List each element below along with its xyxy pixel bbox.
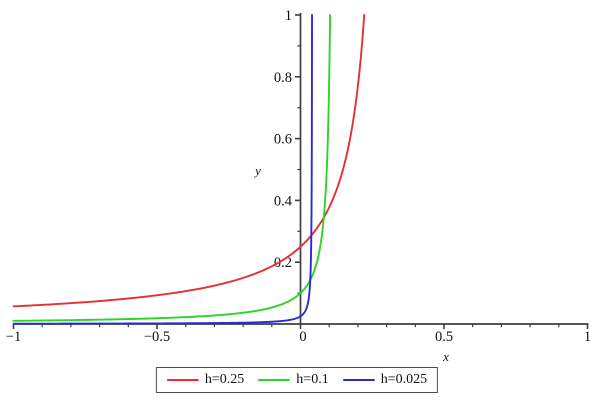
curve-h-0.25 [12,14,366,308]
legend-line-swatch-green [258,378,291,382]
y-axis-label: y [253,163,261,178]
legend-item: h=0.025 [342,372,428,387]
x-tick-label: −0.5 [144,329,170,345]
y-tick-label: 0.4 [274,193,293,209]
y-tick-label: 1 [285,8,292,24]
legend-line-swatch-blue [342,378,375,382]
y-tick-label: 0.6 [274,132,292,148]
x-tick-label: 0.5 [435,329,453,345]
y-tick-label: 0.8 [274,70,292,86]
legend-item: h=0.1 [258,372,329,387]
curve-h-0.1 [12,14,331,322]
axes-layer: −1 −0.5 0 0.5 1 0.2 0.4 0.6 0.8 1 [6,8,591,345]
x-tick-label: 0 [299,329,306,345]
x-axis-label: x [442,349,449,364]
legend-label: h=0.25 [204,372,245,387]
legend-item: h=0.25 [166,372,245,387]
curve-h-0.025 [12,14,313,325]
legend-line-swatch-red [166,378,199,382]
x-tick-label: 1 [584,329,591,345]
y-tick-label: 0.2 [274,255,292,271]
legend-label: h=0.025 [380,372,428,387]
legend-label: h=0.1 [296,372,329,387]
curves-layer [12,14,366,325]
legend: h=0.25 h=0.1 h=0.025 [155,367,439,393]
x-tick-label: −1 [6,329,21,345]
